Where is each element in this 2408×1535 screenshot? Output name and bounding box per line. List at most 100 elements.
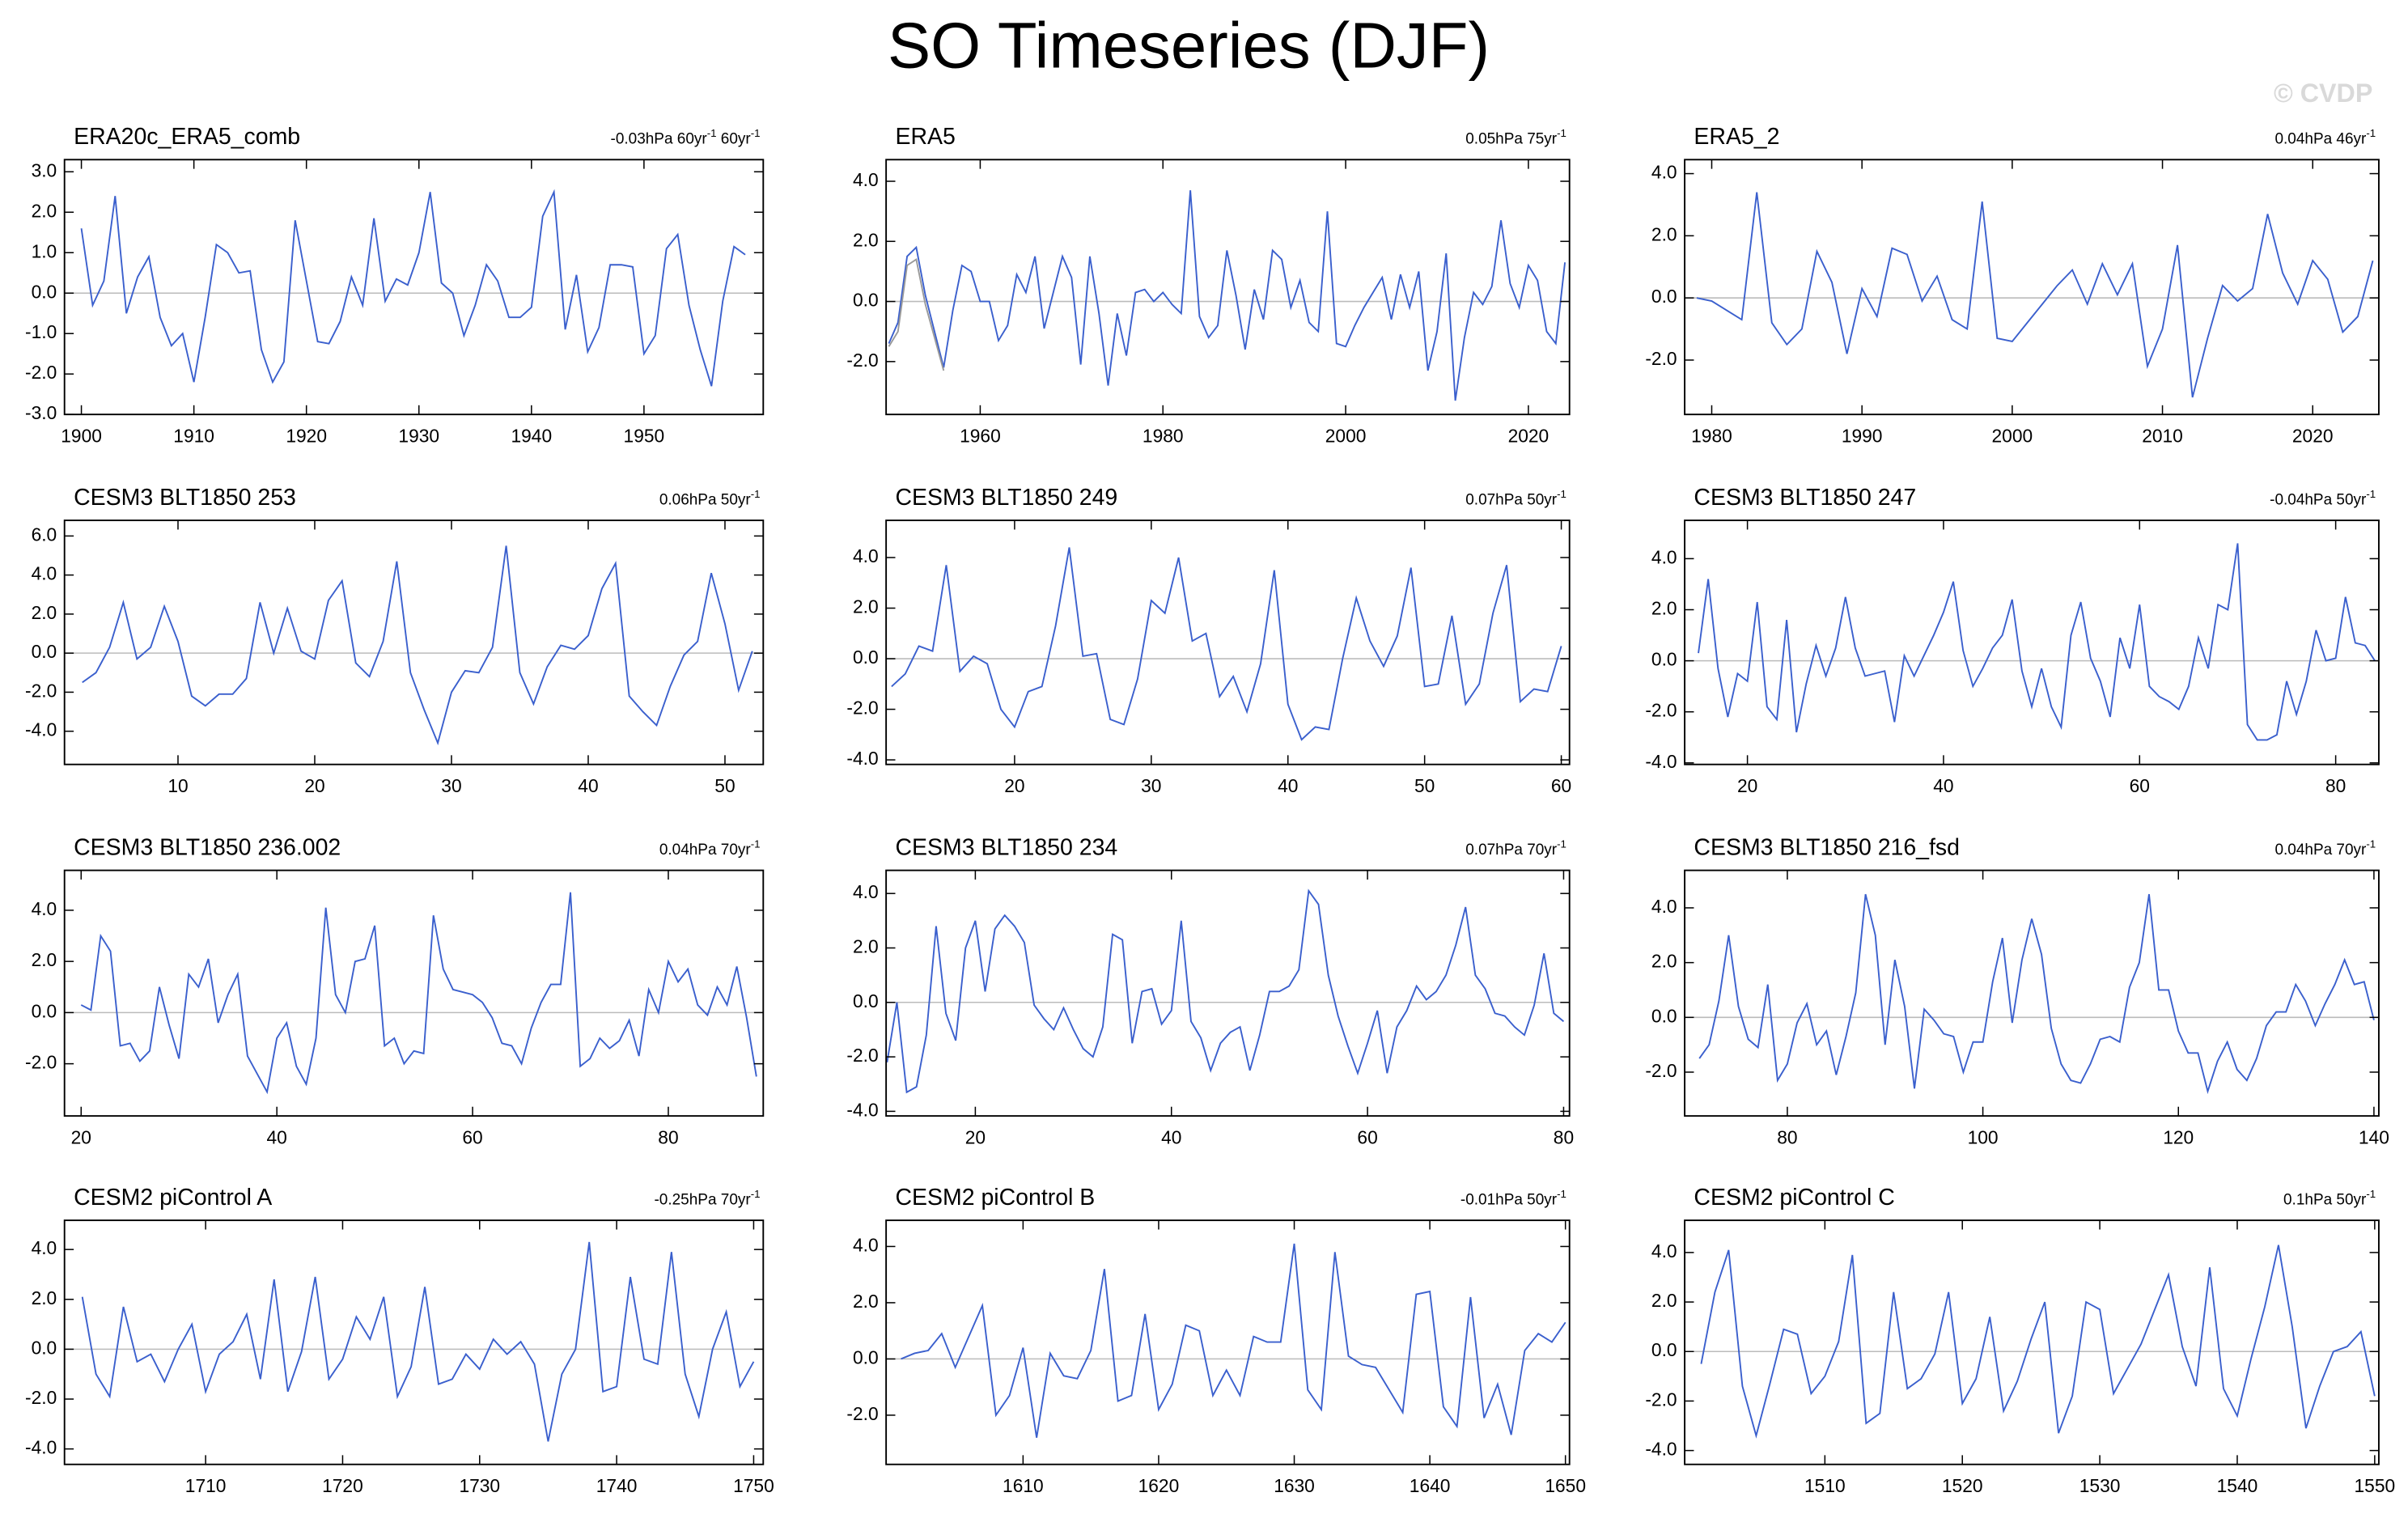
x-tick-label: 50	[714, 775, 735, 796]
x-tick-label: 80	[1554, 1127, 1574, 1148]
y-tick-label: -2.0	[846, 698, 878, 719]
subtitle-text: 0.07hPa 50yr	[1465, 491, 1557, 508]
y-tick-label: -1.0	[25, 321, 57, 342]
x-tick-label: 1950	[624, 426, 665, 447]
subtitle-text: -0.25hPa 70yr	[654, 1191, 750, 1208]
panel-title: ERA5_2	[1694, 124, 1779, 150]
x-tick-label: 1630	[1274, 1475, 1315, 1496]
x-tick-label: 1540	[2217, 1475, 2258, 1496]
panel: CESM2 piControl C 0.1hPa 50yr-1 -4.0 -2.0 0.…	[1645, 1185, 2395, 1496]
y-tick-label: -2.0	[1645, 1389, 1677, 1410]
subtitle-text: -0.04hPa 50yr	[2270, 491, 2366, 508]
subtitle-text: 0.07hPa 70yr	[1465, 842, 1557, 859]
x-tick-label: 30	[1141, 775, 1161, 796]
panel-title: CESM2 piControl A	[74, 1185, 272, 1211]
panel: ERA5 0.05hPa 75yr-1 -2.0 0.0 2.0 4.0 1960 1980 2…	[846, 124, 1571, 447]
series-line	[888, 190, 1566, 401]
subtitle-text: -0.03hPa 60yr	[611, 131, 707, 148]
figure-title: SO Timeseries (DJF)	[888, 10, 1490, 82]
x-tick-label: 40	[1933, 775, 1953, 796]
y-tick-label: -4.0	[25, 1437, 57, 1458]
x-tick-label: 30	[441, 775, 461, 796]
y-tick-label: 0.0	[1651, 1005, 1677, 1026]
x-tick-label: 1550	[2355, 1475, 2396, 1496]
subtitle-text: 60yr	[717, 131, 751, 148]
y-tick-label: 2.0	[853, 596, 879, 617]
x-tick-label: 1930	[398, 426, 439, 447]
subtitle-sup: -1	[751, 127, 761, 139]
x-tick-label: 20	[71, 1127, 91, 1148]
subtitle-sup: -1	[751, 1187, 761, 1199]
y-tick-label: 2.0	[32, 602, 57, 623]
y-tick-label: -3.0	[25, 402, 57, 423]
series-line	[901, 1243, 1566, 1438]
x-tick-label: 40	[1161, 1127, 1181, 1148]
x-tick-label: 2020	[1508, 426, 1550, 447]
plot-frame	[63, 159, 765, 416]
y-tick-label: 2.0	[1651, 223, 1677, 244]
subtitle-sup: -1	[1557, 1187, 1566, 1199]
panel-subtitle: -0.01hPa 50yr-1	[1460, 1187, 1566, 1208]
x-tick-label: 2010	[2142, 426, 2183, 447]
watermark: © CVDP	[2274, 78, 2372, 108]
panel: CESM3 BLT1850 234 0.07hPa 70yr-1 -4.0 -2.0 0…	[846, 835, 1574, 1148]
y-tick-label: 4.0	[1651, 162, 1677, 183]
y-tick-label: 4.0	[853, 1234, 879, 1255]
plot-frame	[885, 519, 1571, 765]
subtitle-sup: -1	[707, 127, 717, 139]
x-tick-label: 120	[2163, 1127, 2194, 1148]
x-tick-label: 10	[167, 775, 188, 796]
y-tick-label: 2.0	[32, 949, 57, 970]
panel-title: CESM2 piControl C	[1694, 1185, 1894, 1211]
panel-title: CESM3 BLT1850 253	[74, 485, 296, 511]
panel-title: CESM3 BLT1850 234	[896, 835, 1118, 861]
y-tick-label: -2.0	[25, 362, 57, 383]
series-line	[1700, 1245, 2376, 1439]
y-tick-label: 0.0	[32, 641, 57, 662]
subtitle-sup: -1	[2366, 487, 2376, 499]
subtitle-sup: -1	[2366, 837, 2376, 850]
plot-frame	[1684, 869, 2380, 1117]
subtitle-text: 0.06hPa 50yr	[659, 491, 751, 508]
y-tick-label: -2.0	[25, 680, 57, 701]
panel-title: ERA5	[896, 124, 956, 150]
panel: ERA5_2 0.04hPa 46yr-1 -2.0 0.0 2.0 4.0 1980 199…	[1645, 124, 2380, 447]
y-tick-label: 3.0	[32, 159, 57, 180]
series-line	[1696, 192, 2374, 398]
plot-frame	[885, 159, 1571, 416]
y-tick-label: -4.0	[846, 1099, 878, 1120]
y-tick-label: -2.0	[25, 1052, 57, 1073]
x-tick-label: 1520	[1942, 1475, 1983, 1496]
x-tick-label: 1920	[286, 426, 327, 447]
panel-title: CESM3 BLT1850 249	[896, 485, 1118, 511]
x-tick-label: 60	[462, 1127, 482, 1148]
x-tick-label: 20	[304, 775, 324, 796]
x-tick-label: 60	[2130, 775, 2150, 796]
y-tick-label: -2.0	[1645, 700, 1677, 721]
x-tick-label: 1730	[459, 1475, 500, 1496]
y-tick-label: 4.0	[853, 169, 879, 190]
series-line	[1698, 893, 2375, 1095]
y-tick-label: 0.0	[853, 990, 879, 1011]
y-tick-label: 4.0	[1651, 896, 1677, 917]
y-tick-label: -4.0	[1645, 1439, 1677, 1460]
x-tick-label: 1610	[1003, 1475, 1044, 1496]
plot-frame	[1684, 519, 2380, 765]
y-tick-label: 2.0	[853, 1291, 879, 1312]
panel-subtitle: -0.25hPa 70yr-1	[654, 1187, 760, 1208]
y-tick-label: -2.0	[25, 1387, 57, 1408]
x-tick-label: 80	[1777, 1127, 1797, 1148]
panel-subtitle: -0.03hPa 60yr-1 60yr-1	[611, 127, 761, 148]
x-tick-label: 80	[658, 1127, 678, 1148]
y-tick-label: 0.0	[853, 1346, 879, 1368]
panel-subtitle: 0.04hPa 70yr-1	[2274, 837, 2376, 859]
y-tick-label: 0.0	[32, 281, 57, 302]
y-tick-label: 0.0	[1651, 649, 1677, 670]
x-tick-label: 1960	[960, 426, 1001, 447]
y-tick-label: 1.0	[32, 240, 57, 261]
x-tick-label: 1620	[1138, 1475, 1180, 1496]
x-tick-label: 140	[2359, 1127, 2389, 1148]
plot-frame	[63, 1219, 765, 1465]
subtitle-sup: -1	[751, 837, 761, 850]
